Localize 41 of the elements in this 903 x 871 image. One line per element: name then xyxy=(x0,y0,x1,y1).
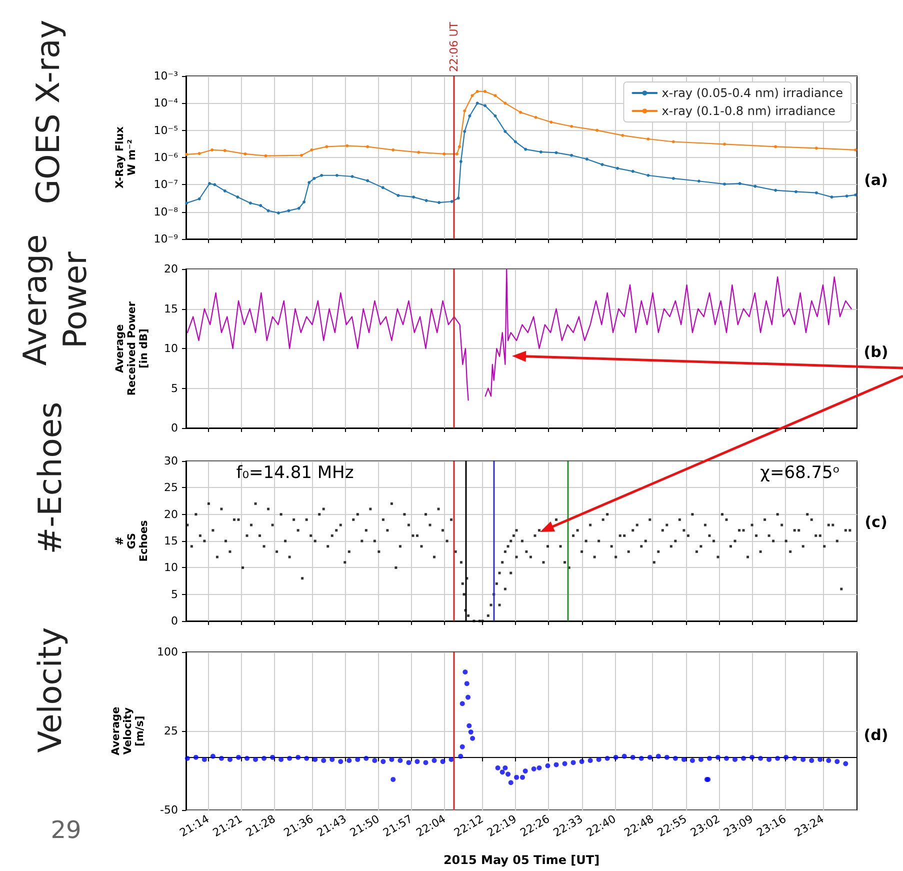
text: GOES X-ray xyxy=(29,20,67,204)
y-tick-label: 100 xyxy=(157,646,178,658)
y-axis-title: Average Velocity [m/s] xyxy=(110,706,146,756)
y-tick-label: 5 xyxy=(171,382,178,395)
y-tick-label: 10⁻³ xyxy=(154,70,178,82)
y-tick-label: 15 xyxy=(164,534,178,548)
annotation: f₀=14.81 MHz xyxy=(236,463,354,483)
y-tick-label: 20 xyxy=(164,262,178,276)
text: Velocity xyxy=(31,627,69,753)
annotation: χ=68.75ᵒ xyxy=(760,463,840,483)
legend-label: x-ray (0.1-0.8 nm) irradiance xyxy=(662,104,836,118)
y-tick-label: 5 xyxy=(171,588,178,601)
y-tick-label: 10⁻⁴ xyxy=(154,96,179,110)
y-tick-label: 30 xyxy=(164,454,178,468)
y-tick-label: 25 xyxy=(164,481,178,494)
chart-title: Average Power xyxy=(16,234,94,366)
text: (a) xyxy=(864,171,888,189)
text: (d) xyxy=(864,726,888,744)
y-tick-label: 10 xyxy=(164,342,178,355)
y-tick-label: 10⁻⁷ xyxy=(154,178,178,192)
y-tick-label: 10⁻⁵ xyxy=(154,124,178,137)
chart-title: #-Echoes xyxy=(31,402,69,554)
y-tick-label: 25 xyxy=(164,724,178,738)
y-tick-label: -50 xyxy=(160,804,178,816)
y-tick-label: 10⁻⁹ xyxy=(154,232,178,246)
y-tick-label: 10⁻⁸ xyxy=(154,205,179,218)
y-axis-title: Average Received Power [in dB] xyxy=(114,300,150,396)
y-axis-title: # GS Echoes xyxy=(114,520,150,562)
text: (b) xyxy=(864,343,888,361)
y-tick-label: 10 xyxy=(164,561,178,574)
text: 29 xyxy=(50,816,82,844)
y-tick-label: 10⁻⁶ xyxy=(154,151,179,164)
ref-line-label: 22:06 UT xyxy=(448,22,461,72)
legend-label: x-ray (0.05-0.4 nm) irradiance xyxy=(662,86,844,100)
y-tick-label: 20 xyxy=(164,508,178,521)
y-tick-label: 0 xyxy=(171,614,178,628)
text: (c) xyxy=(864,513,888,531)
y-tick-label: 15 xyxy=(164,302,178,316)
y-tick-label: 0 xyxy=(171,422,178,434)
x-axis-title: 2015 May 05 Time [UT] xyxy=(443,853,600,867)
y-axis-title: X-Ray Flux W m⁻² xyxy=(114,126,138,188)
